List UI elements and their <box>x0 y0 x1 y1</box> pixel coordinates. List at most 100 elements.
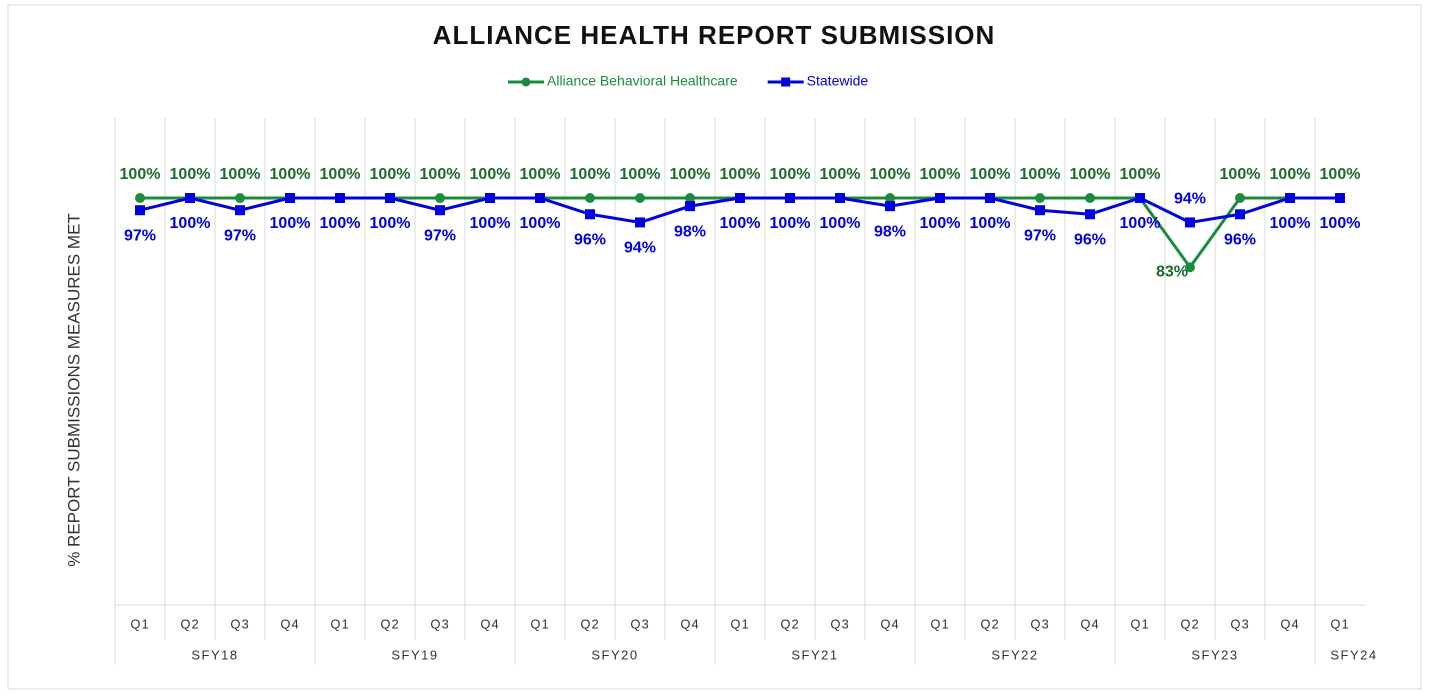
data-label: 94% <box>624 240 656 257</box>
data-label: 100% <box>1120 215 1161 232</box>
data-label: 100% <box>720 166 761 183</box>
x-tick-label: Q4 <box>1080 616 1099 631</box>
point <box>1335 193 1345 203</box>
point <box>285 193 295 203</box>
data-label: 100% <box>1320 166 1361 183</box>
data-label: 100% <box>1320 215 1361 232</box>
data-label: 94% <box>1174 191 1206 208</box>
data-label: 83% <box>1156 263 1188 280</box>
x-tick-label: Q2 <box>1180 616 1199 631</box>
data-label: 100% <box>320 166 361 183</box>
group-label: SFY18 <box>191 647 238 662</box>
x-tick-label: Q3 <box>1230 616 1249 631</box>
point <box>1135 193 1145 203</box>
x-tick-label: Q3 <box>1030 616 1049 631</box>
point <box>585 209 595 220</box>
point <box>935 193 945 203</box>
data-label: 100% <box>570 166 611 183</box>
point <box>1035 205 1045 216</box>
point <box>1085 193 1095 203</box>
x-tick-label: Q3 <box>230 616 249 631</box>
data-label: 100% <box>470 166 511 183</box>
x-tick-label: Q1 <box>730 616 749 631</box>
point <box>885 193 895 203</box>
point <box>835 193 845 203</box>
point <box>885 201 895 212</box>
x-tick-label: Q1 <box>1130 616 1149 631</box>
point <box>1185 217 1195 228</box>
data-label: 100% <box>270 215 311 232</box>
data-label: 100% <box>370 166 411 183</box>
x-tick-label: Q4 <box>680 616 699 631</box>
point <box>1185 262 1195 273</box>
point <box>135 193 145 203</box>
data-label: 100% <box>320 215 361 232</box>
data-label: 100% <box>970 215 1011 232</box>
point <box>785 193 795 203</box>
data-label: 100% <box>620 166 661 183</box>
point <box>485 193 495 203</box>
y-axis-label: % REPORT SUBMISSIONS MEASURES MET <box>64 213 83 567</box>
data-label: 100% <box>870 166 911 183</box>
data-label: 100% <box>1270 166 1311 183</box>
data-label: 100% <box>170 215 211 232</box>
point <box>585 193 595 203</box>
legend-marker <box>781 77 791 87</box>
x-tick-label: Q3 <box>830 616 849 631</box>
point <box>135 205 145 216</box>
data-label: 100% <box>370 215 411 232</box>
point <box>1085 209 1095 220</box>
data-label: 100% <box>820 215 861 232</box>
point <box>535 193 545 203</box>
data-label: 100% <box>1020 166 1061 183</box>
point <box>1235 209 1245 220</box>
group-label: SFY21 <box>791 647 838 662</box>
x-tick-label: Q1 <box>330 616 349 631</box>
group-label: SFY22 <box>991 647 1038 662</box>
data-label: 96% <box>574 231 606 248</box>
data-label: 100% <box>1120 166 1161 183</box>
x-tick-label: Q4 <box>480 616 499 631</box>
x-tick-label: Q4 <box>1280 616 1299 631</box>
point <box>385 193 395 203</box>
x-tick-label: Q4 <box>880 616 899 631</box>
data-label: 100% <box>120 166 161 183</box>
legend-marker <box>521 77 531 87</box>
data-label: 97% <box>1024 227 1056 244</box>
x-tick-label: Q1 <box>530 616 549 631</box>
data-label: 100% <box>920 215 961 232</box>
x-tick-label: Q2 <box>380 616 399 631</box>
point <box>1035 193 1045 203</box>
data-label: 98% <box>874 223 906 240</box>
point <box>735 193 745 203</box>
point <box>1285 193 1295 203</box>
data-label: 97% <box>124 227 156 244</box>
data-label: 96% <box>1074 231 1106 248</box>
data-label: 100% <box>270 166 311 183</box>
point <box>985 193 995 203</box>
data-label: 100% <box>1270 215 1311 232</box>
x-tick-label: Q3 <box>630 616 649 631</box>
group-label: SFY20 <box>591 647 638 662</box>
data-label: 100% <box>220 166 261 183</box>
group-label: SFY23 <box>1191 647 1238 662</box>
point <box>435 205 445 216</box>
point <box>635 217 645 228</box>
data-label: 100% <box>820 166 861 183</box>
point <box>185 193 195 203</box>
point <box>685 201 695 212</box>
data-label: 97% <box>424 227 456 244</box>
x-tick-label: Q3 <box>430 616 449 631</box>
x-tick-label: Q4 <box>280 616 299 631</box>
data-label: 100% <box>970 166 1011 183</box>
data-label: 100% <box>470 215 511 232</box>
data-label: 100% <box>920 166 961 183</box>
data-label: 96% <box>1224 231 1256 248</box>
data-label: 100% <box>170 166 211 183</box>
point <box>335 193 345 203</box>
point <box>235 193 245 203</box>
data-label: 100% <box>520 166 561 183</box>
x-tick-label: Q1 <box>1330 616 1349 631</box>
data-label: 100% <box>520 215 561 232</box>
